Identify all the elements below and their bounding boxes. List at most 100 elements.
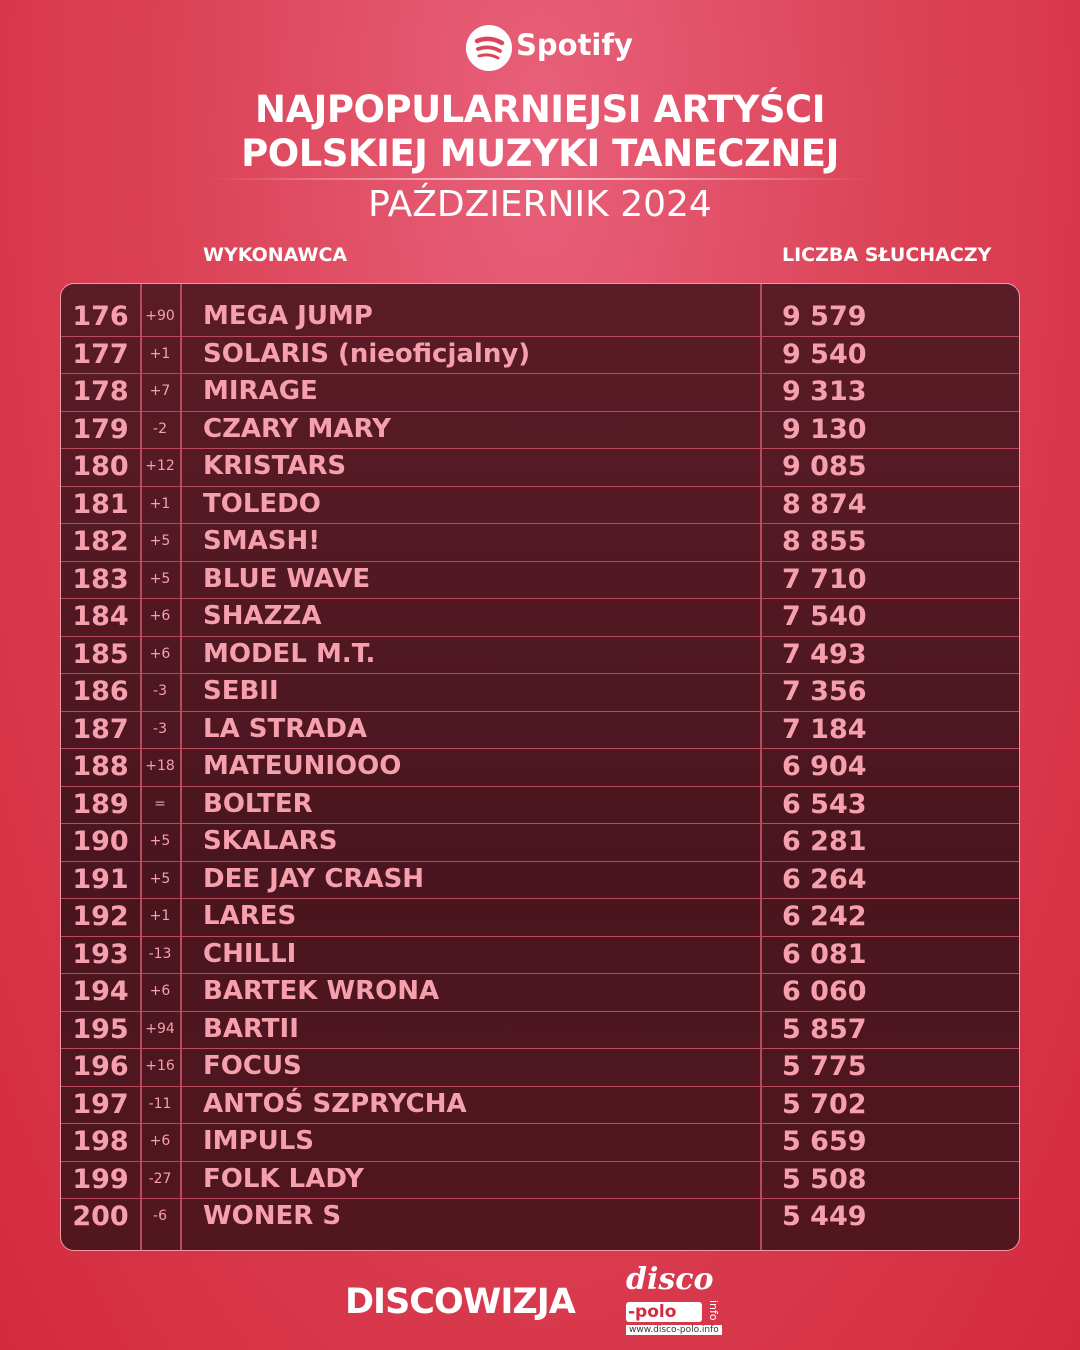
artist: MIRAGE (203, 376, 318, 406)
change: +7 (149, 383, 171, 399)
rank: 179 (72, 413, 129, 445)
column-line (180, 284, 182, 1250)
listeners: 7 493 (782, 638, 867, 670)
change: -13 (148, 945, 172, 962)
rank: 176 (72, 301, 129, 332)
title-line: NAJPOPULARNIEJSI ARTYŚCI (255, 88, 825, 131)
rank: 187 (72, 713, 129, 745)
artist: DEE JAY CRASH (203, 863, 425, 894)
table-row: 187 -3 LA STRADA 7 184 (61, 711, 1019, 749)
logo-text: disco (626, 1262, 714, 1297)
table-row: 195 +94 BARTII 5 857 (61, 1011, 1019, 1049)
change: +1 (149, 495, 171, 512)
artist: CHILLI (203, 938, 297, 969)
change: +6 (149, 1133, 171, 1149)
divider (210, 178, 870, 180)
change: +6 (149, 608, 171, 624)
table-row: 193 -13 CHILLI 6 081 (61, 936, 1019, 974)
table-row: 186 -3 SEBII 7 356 (61, 673, 1019, 712)
listeners: 9 085 (782, 451, 867, 482)
listeners: 8 874 (782, 488, 867, 520)
change: +12 (145, 458, 175, 474)
rank: 200 (72, 1201, 129, 1232)
change: +5 (149, 533, 171, 549)
artist: SOLARIS (nieoficjalny) (203, 338, 531, 369)
listeners: 6 081 (782, 938, 867, 970)
listeners: 9 540 (782, 338, 867, 370)
rank: 180 (72, 451, 129, 482)
column-header: LICZBA SŁUCHACZY (782, 244, 992, 266)
listeners: 8 855 (782, 526, 867, 557)
table-row: 183 +5 BLUE WAVE 7 710 (61, 561, 1019, 599)
artist: LA STRADA (203, 713, 368, 744)
footer-brand: DISCOWIZJA (345, 1282, 576, 1322)
listeners: 9 313 (782, 376, 867, 407)
artist: SMASH! (203, 526, 321, 556)
change: +5 (149, 570, 171, 587)
change: +94 (145, 1020, 175, 1037)
artist: CZARY MARY (203, 413, 391, 444)
change: +5 (149, 870, 171, 887)
table-row: 188 +18 MATEUNIOOO 6 904 (61, 748, 1019, 787)
listeners: 5 508 (782, 1163, 867, 1195)
change: +90 (145, 308, 175, 324)
listeners: 7 184 (782, 713, 867, 745)
listeners: 6 281 (782, 826, 867, 857)
rank: 182 (72, 526, 129, 557)
listeners: 7 540 (782, 601, 867, 632)
artist: BARTEK WRONA (203, 976, 440, 1006)
rank: 198 (72, 1126, 129, 1157)
change: -2 (153, 420, 167, 437)
rank: 196 (72, 1051, 129, 1082)
rank: 195 (72, 1013, 129, 1045)
listeners: 7 356 (782, 676, 867, 707)
rank: 185 (72, 638, 129, 670)
artist: FOCUS (203, 1051, 302, 1081)
table-row: 192 +1 LARES 6 242 (61, 898, 1019, 937)
listeners: 6 242 (782, 901, 867, 932)
brand: Spotify (516, 28, 633, 62)
table-row: 196 +16 FOCUS 5 775 (61, 1048, 1019, 1087)
artist: FOLK LADY (203, 1163, 364, 1194)
listeners: 6 264 (782, 863, 867, 895)
table: 176 +90 MEGA JUMP 9 579 177 +1 SOLARIS (nieofi… (60, 283, 1020, 1251)
logo-url: www.disco-polo.info (626, 1325, 722, 1335)
rank: 178 (72, 376, 129, 407)
rank: 193 (72, 938, 129, 970)
listeners: 5 659 (782, 1126, 867, 1157)
change: = (154, 795, 166, 812)
rank: 192 (72, 901, 129, 932)
change: +1 (149, 345, 171, 362)
artist: IMPULS (203, 1126, 315, 1156)
table-row: 182 +5 SMASH! 8 855 (61, 523, 1019, 562)
column-line (140, 284, 142, 1250)
table-row: 185 +6 MODEL M.T. 7 493 (61, 636, 1019, 674)
artist: BLUE WAVE (203, 563, 371, 594)
table-row: 194 +6 BARTEK WRONA 6 060 (61, 973, 1019, 1012)
listeners: 6 904 (782, 751, 867, 782)
artist: MEGA JUMP (203, 301, 373, 331)
artist: BOLTER (203, 788, 313, 819)
rank: 190 (72, 826, 129, 857)
column-header: WYKONAWCA (203, 244, 348, 266)
rank: 188 (72, 751, 129, 782)
artist: MODEL M.T. (203, 638, 376, 669)
change: -3 (153, 683, 167, 699)
change: -6 (153, 1208, 167, 1224)
table-row: 178 +7 MIRAGE 9 313 (61, 373, 1019, 412)
artist: KRISTARS (203, 451, 347, 481)
rank: 184 (72, 601, 129, 632)
rank: 186 (72, 676, 129, 707)
table-row: 180 +12 KRISTARS 9 085 (61, 448, 1019, 487)
rank: 183 (72, 563, 129, 595)
table-row: 200 -6 WONER S 5 449 (61, 1198, 1019, 1236)
rank: 197 (72, 1088, 129, 1120)
artist: MATEUNIOOO (203, 751, 402, 781)
rank: 177 (72, 338, 129, 370)
rank: 199 (72, 1163, 129, 1195)
title-line: POLSKIEJ MUZYKI TANECZNEJ (241, 132, 839, 175)
rank: 189 (72, 788, 129, 820)
change: +6 (149, 645, 171, 662)
rank: 181 (72, 488, 129, 520)
